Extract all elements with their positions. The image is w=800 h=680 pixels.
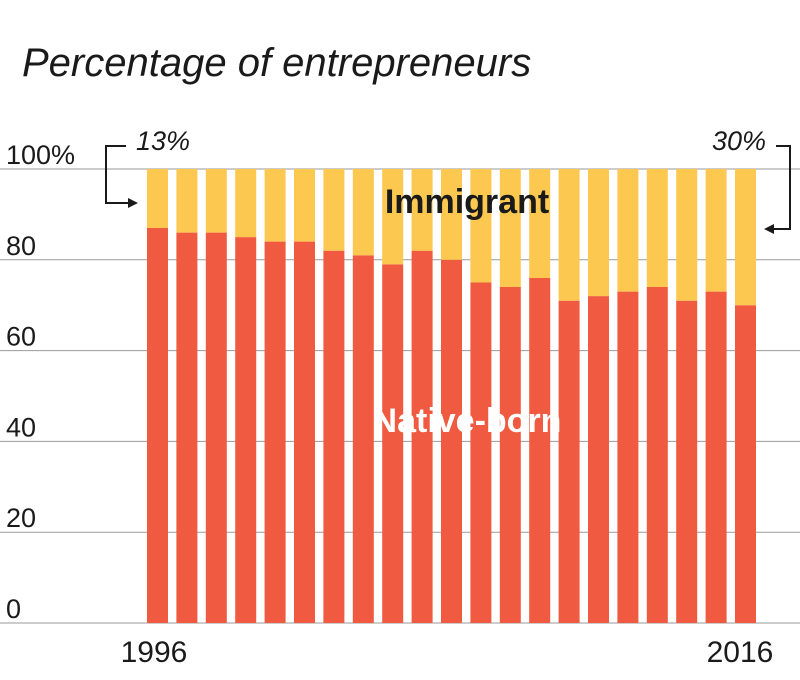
y-tick-label: 20 <box>6 503 36 533</box>
bar-immigrant-2010 <box>558 169 580 301</box>
bar-native-born-2014 <box>676 300 698 623</box>
bar-native-born-2005 <box>411 250 433 623</box>
bar-native-born-2013 <box>646 287 668 623</box>
bar-immigrant-2001 <box>294 169 315 242</box>
series-label-immigrant: Immigrant <box>385 183 549 221</box>
x-tick-label-first: 1996 <box>121 636 188 669</box>
bar-immigrant-2015 <box>705 169 727 292</box>
y-tick-label: 60 <box>6 322 36 352</box>
y-tick-label: 0 <box>6 594 21 624</box>
annotation-end: 30% <box>712 126 766 156</box>
bar-immigrant-1999 <box>235 169 257 238</box>
bar-immigrant-2011 <box>588 169 609 297</box>
bar-native-born-2006 <box>441 259 462 623</box>
bar-native-born-2002 <box>323 250 345 623</box>
arrow-end <box>768 145 791 230</box>
bar-immigrant-2005 <box>411 169 433 251</box>
bar-immigrant-1997 <box>176 169 198 233</box>
y-tick-label: 40 <box>6 412 36 442</box>
arrow-start <box>105 145 134 204</box>
arrow-end-head <box>764 224 774 234</box>
bar-immigrant-2012 <box>617 169 639 292</box>
bar-immigrant-2003 <box>352 169 374 256</box>
bar-immigrant-2006 <box>441 169 462 260</box>
series-label-native-born: Native-born <box>373 402 562 440</box>
bar-immigrant-2013 <box>646 169 668 287</box>
annotation-start: 13% <box>136 126 190 156</box>
bar-native-born-2012 <box>617 291 639 623</box>
bar-immigrant-2008 <box>499 169 521 287</box>
bar-native-born-2009 <box>529 278 551 623</box>
bar-native-born-2007 <box>470 282 492 623</box>
y-tick-label: 80 <box>6 231 36 261</box>
bar-immigrant-2016 <box>735 169 756 306</box>
bar-immigrant-2009 <box>529 169 551 278</box>
bar-immigrant-1996 <box>147 169 168 228</box>
bar-native-born-2004 <box>382 264 404 623</box>
arrow-start-head <box>128 198 138 208</box>
bar-native-born-2001 <box>294 241 315 623</box>
bar-native-born-2010 <box>558 300 580 623</box>
y-tick-label: 100% <box>6 140 75 170</box>
chart-title: Percentage of entrepreneurs <box>22 41 531 85</box>
bar-immigrant-1998 <box>205 169 227 233</box>
bar-immigrant-2014 <box>676 169 698 301</box>
bar-native-born-1998 <box>205 232 227 623</box>
bar-immigrant-2002 <box>323 169 345 251</box>
bar-native-born-2003 <box>352 255 374 624</box>
bar-immigrant-2007 <box>470 169 492 283</box>
bar-native-born-2016 <box>735 305 756 623</box>
bar-native-born-2011 <box>588 296 609 623</box>
bars <box>147 169 756 624</box>
bar-native-born-1996 <box>147 228 168 623</box>
bar-native-born-1997 <box>176 232 198 623</box>
y-axis-ticks: 100% 80 60 40 20 0 <box>6 140 75 624</box>
bar-immigrant-2000 <box>264 169 286 242</box>
bar-native-born-2000 <box>264 241 286 623</box>
x-tick-label-last: 2016 <box>707 636 774 669</box>
bar-native-born-2008 <box>499 287 521 623</box>
bar-native-born-2015 <box>705 291 727 623</box>
bar-native-born-1999 <box>235 237 257 623</box>
bar-immigrant-2004 <box>382 169 404 265</box>
